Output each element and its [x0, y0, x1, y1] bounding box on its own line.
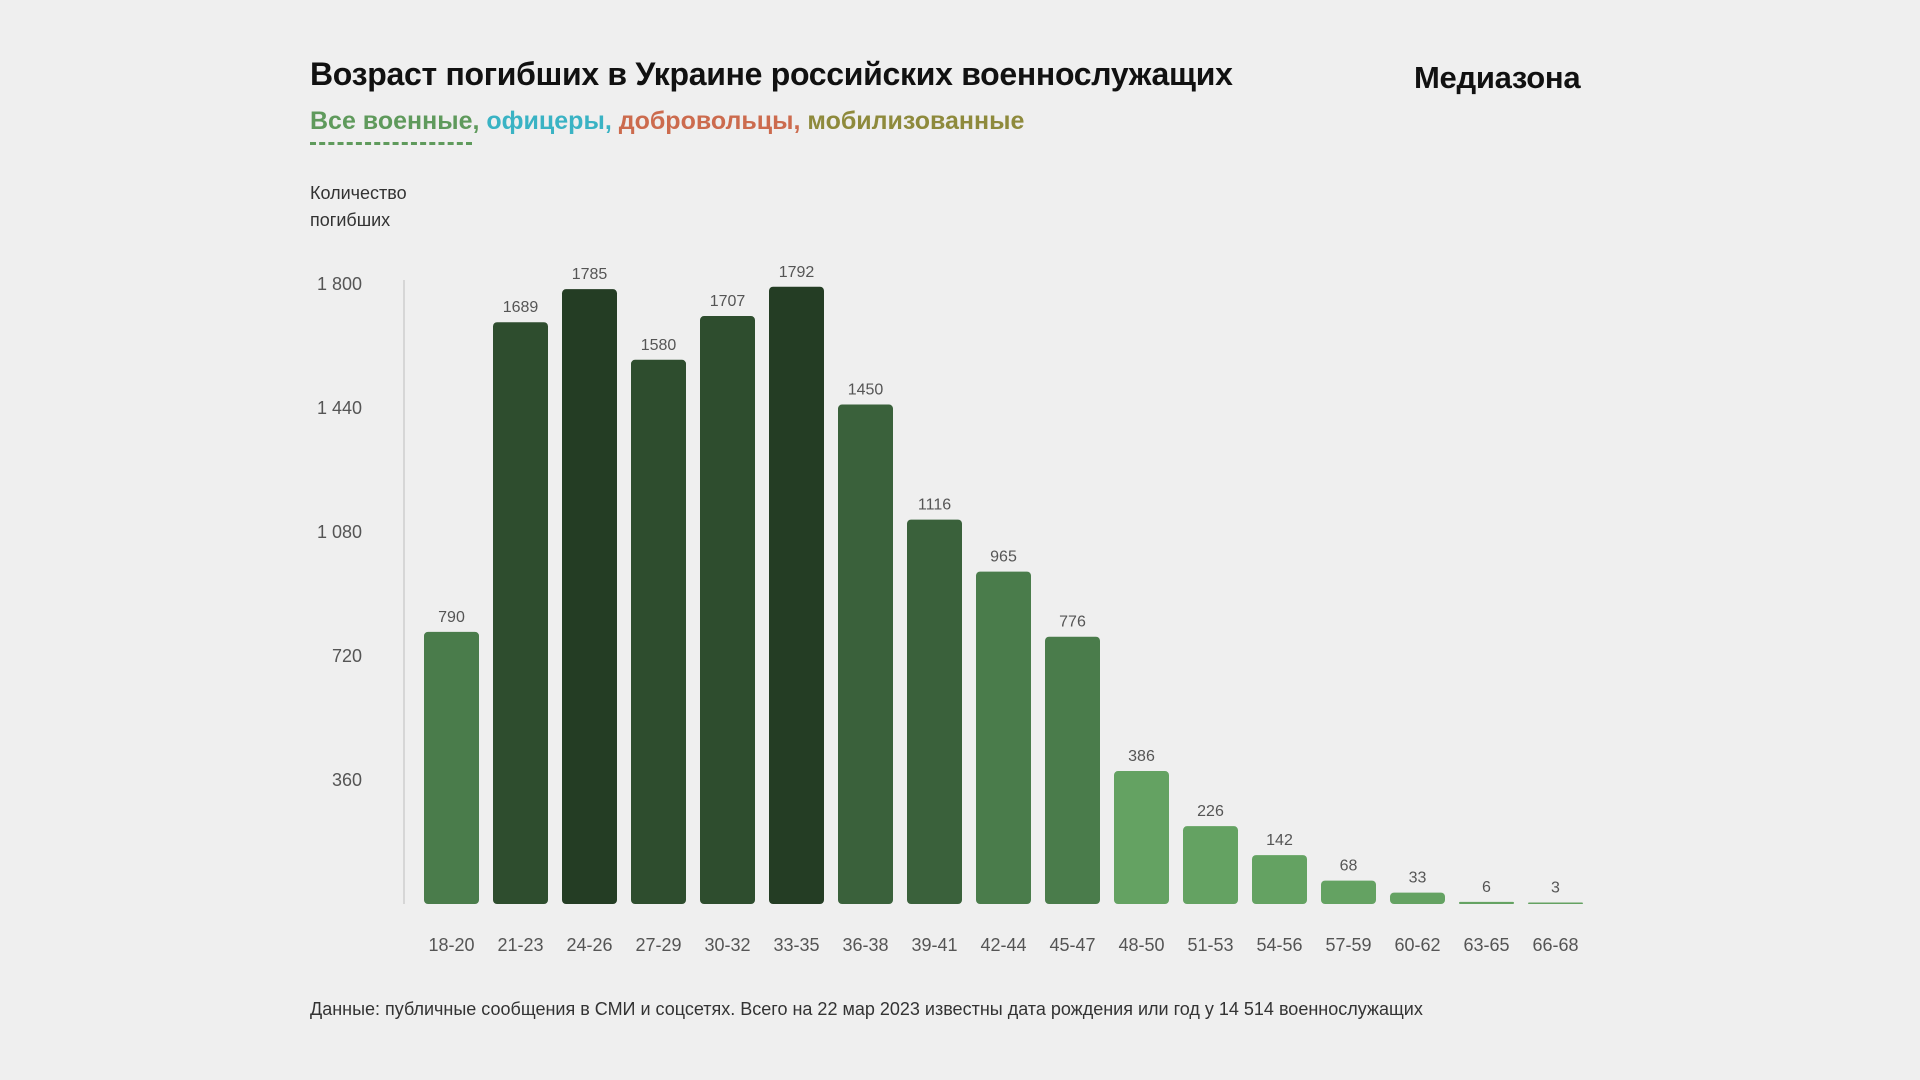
bar-51-53	[1183, 826, 1238, 904]
bar-48-50	[1114, 771, 1169, 904]
page-title: Возраст погибших в Украине российских во…	[310, 56, 1233, 92]
bar-39-41	[907, 519, 962, 904]
bar-57-59	[1321, 880, 1376, 904]
x-tick-label: 21-23	[497, 935, 543, 955]
bar-value-label: 6	[1482, 879, 1491, 896]
x-tick-label: 48-50	[1118, 935, 1164, 955]
bar-value-label: 142	[1266, 832, 1293, 849]
x-tick-label: 18-20	[428, 935, 474, 955]
bar-18-20	[424, 631, 479, 904]
y-tick-label: 720	[332, 646, 362, 666]
x-tick-label: 30-32	[704, 935, 750, 955]
x-tick-label: 51-53	[1187, 935, 1233, 955]
bar-value-label: 1116	[918, 497, 951, 514]
y-axis-label-line-1: Количество	[310, 183, 407, 203]
bar-value-label: 1792	[779, 264, 815, 281]
bar-24-26	[562, 289, 617, 905]
bar-value-label: 68	[1340, 858, 1358, 875]
filter-officers[interactable]: офицеры	[486, 107, 605, 135]
filter-bar: Все военные, офицеры, добровольцы, мобил…	[310, 107, 1024, 145]
bar-value-label: 790	[438, 609, 465, 626]
bar-36-38	[838, 404, 893, 904]
x-tick-label: 24-26	[566, 935, 612, 955]
filter-separator: ,	[604, 107, 612, 135]
bar-33-35	[769, 286, 824, 904]
x-tick-label: 27-29	[635, 935, 681, 955]
bar-60-62	[1390, 892, 1445, 904]
bar-value-label: 1689	[503, 299, 539, 316]
filter-separator: ,	[472, 107, 480, 135]
bar-value-label: 33	[1409, 870, 1427, 887]
x-tick-label: 63-65	[1463, 935, 1509, 955]
bar-27-29	[631, 359, 686, 904]
x-tick-label: 36-38	[842, 935, 888, 955]
bar-42-44	[976, 571, 1031, 904]
y-axis-label-line-2: погибших	[310, 210, 391, 230]
bar-value-label: 965	[990, 549, 1017, 566]
brand-logo: Медиазона	[1414, 60, 1581, 95]
bar-66-68	[1528, 902, 1583, 904]
filter-volunteers[interactable]: добровольцы	[618, 107, 794, 135]
x-tick-label: 42-44	[980, 935, 1026, 955]
filter-all-military[interactable]: Все военные	[310, 107, 473, 145]
x-tick-label: 39-41	[911, 935, 957, 955]
bar-value-label: 776	[1059, 614, 1086, 631]
filter-mobilized[interactable]: мобилизованные	[807, 107, 1025, 135]
bar-63-65	[1459, 901, 1514, 904]
filter-separator: ,	[793, 107, 801, 135]
bar-value-label: 386	[1128, 748, 1155, 765]
bar-30-32	[700, 316, 755, 904]
bar-value-label: 1580	[641, 337, 677, 354]
bar-chart: 360 720 1 080 1 440 1 800 790 18-20 1689 21-23 17…	[317, 264, 1583, 955]
bar-value-label: 226	[1197, 803, 1224, 820]
y-tick-label: 1 440	[317, 398, 362, 418]
x-tick-label: 33-35	[773, 935, 819, 955]
y-tick-label: 1 800	[317, 274, 362, 294]
y-axis-label: Количество погибших	[310, 180, 407, 234]
bar-21-23	[493, 322, 548, 904]
x-tick-label: 66-68	[1532, 935, 1578, 955]
y-tick-label: 360	[332, 770, 362, 790]
bar-value-label: 3	[1551, 880, 1560, 897]
x-tick-label: 45-47	[1049, 935, 1095, 955]
y-tick-label: 1 080	[317, 522, 362, 542]
bar-45-47	[1045, 636, 1100, 904]
bar-54-56	[1252, 855, 1307, 904]
x-tick-label: 60-62	[1394, 935, 1440, 955]
bar-value-label: 1450	[848, 382, 884, 399]
bar-value-label: 1785	[572, 266, 608, 283]
bar-value-label: 1707	[710, 293, 746, 310]
source-note: Данные: публичные сообщения в СМИ и соцс…	[310, 999, 1423, 1019]
x-tick-label: 54-56	[1256, 935, 1302, 955]
x-tick-label: 57-59	[1325, 935, 1371, 955]
